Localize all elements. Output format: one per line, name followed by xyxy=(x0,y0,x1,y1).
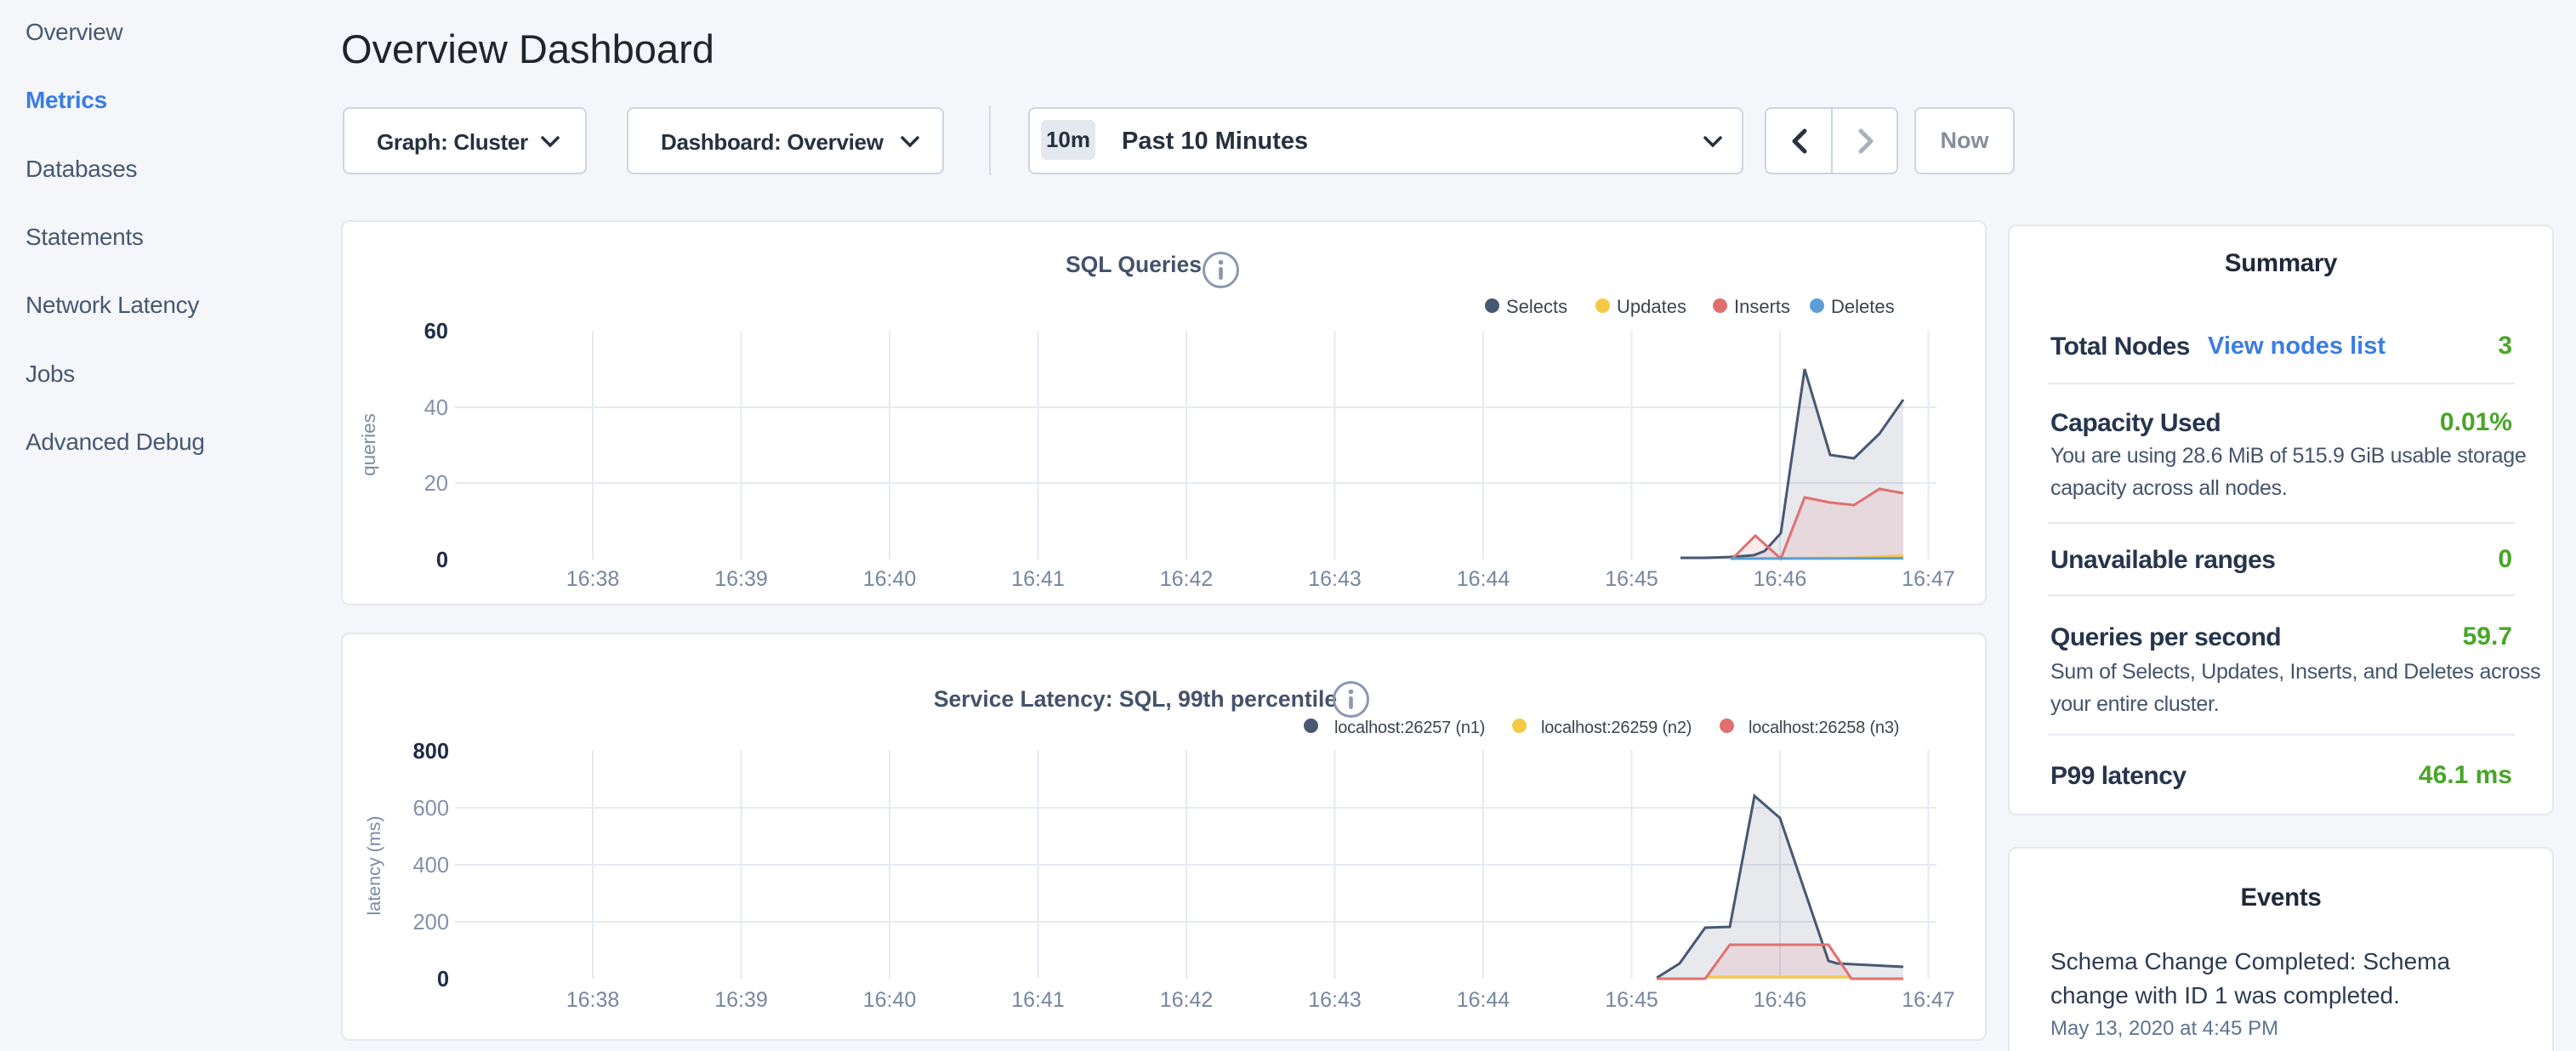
svg-text:16:45: 16:45 xyxy=(1605,567,1658,591)
svg-text:600: 600 xyxy=(412,797,449,821)
svg-text:16:41: 16:41 xyxy=(1011,567,1065,591)
svg-text:16:40: 16:40 xyxy=(863,988,917,1012)
svg-text:16:46: 16:46 xyxy=(1754,988,1807,1012)
svg-text:queries: queries xyxy=(358,413,379,476)
svg-text:latency (ms): latency (ms) xyxy=(364,815,384,915)
svg-text:0: 0 xyxy=(436,548,448,572)
svg-text:16:44: 16:44 xyxy=(1457,988,1510,1012)
svg-text:16:38: 16:38 xyxy=(566,567,620,591)
svg-text:16:44: 16:44 xyxy=(1457,567,1510,591)
svg-text:16:47: 16:47 xyxy=(1902,567,1955,591)
svg-text:16:42: 16:42 xyxy=(1160,567,1214,591)
svg-text:60: 60 xyxy=(424,320,448,344)
svg-text:16:40: 16:40 xyxy=(863,567,917,591)
svg-text:800: 800 xyxy=(412,740,449,764)
svg-text:16:43: 16:43 xyxy=(1308,567,1362,591)
svg-text:16:47: 16:47 xyxy=(1902,988,1955,1012)
svg-text:200: 200 xyxy=(412,911,449,935)
svg-text:0: 0 xyxy=(437,968,449,991)
svg-text:40: 40 xyxy=(424,396,448,420)
svg-text:16:39: 16:39 xyxy=(714,988,768,1012)
svg-text:16:43: 16:43 xyxy=(1308,988,1362,1012)
svg-text:16:42: 16:42 xyxy=(1160,988,1214,1012)
svg-text:16:46: 16:46 xyxy=(1754,567,1807,591)
svg-text:16:45: 16:45 xyxy=(1605,988,1658,1012)
svg-text:20: 20 xyxy=(424,472,448,496)
svg-text:16:41: 16:41 xyxy=(1011,988,1065,1012)
svg-text:16:38: 16:38 xyxy=(566,988,620,1012)
svg-text:400: 400 xyxy=(412,854,449,878)
svg-text:16:39: 16:39 xyxy=(714,567,768,591)
